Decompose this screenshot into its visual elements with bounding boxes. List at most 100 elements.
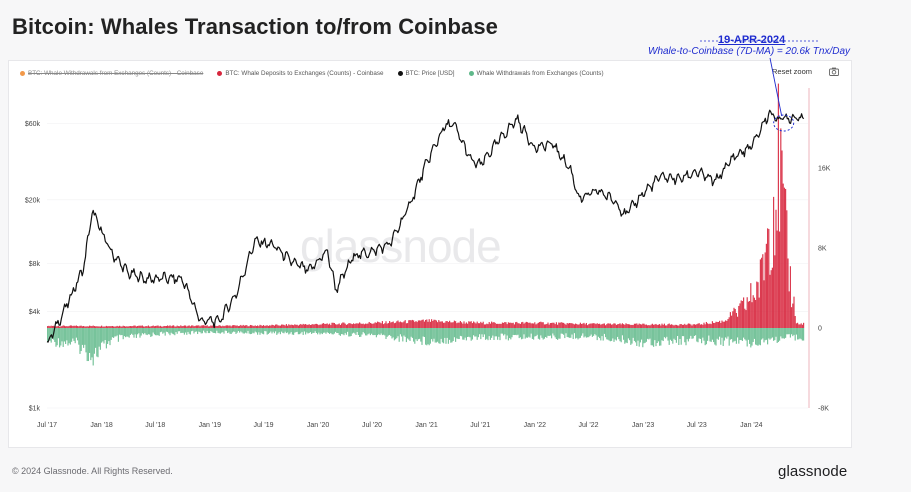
deposit-bar xyxy=(127,326,129,328)
deposit-bar xyxy=(678,325,680,328)
deposit-bar xyxy=(175,326,177,328)
withdrawal-bar xyxy=(234,328,236,332)
deposit-bar xyxy=(306,324,308,328)
withdrawal-bar xyxy=(480,328,482,340)
deposit-bar xyxy=(623,324,625,328)
deposit-bar xyxy=(207,326,209,328)
withdrawal-bar xyxy=(229,328,231,334)
camera-icon[interactable] xyxy=(829,67,839,76)
withdrawal-bar xyxy=(584,328,586,337)
deposit-bar xyxy=(419,320,421,328)
withdrawal-bar xyxy=(211,328,213,332)
deposit-bar xyxy=(397,320,399,328)
deposit-bar xyxy=(758,297,760,328)
withdrawal-bar xyxy=(797,328,799,340)
withdrawal-bar xyxy=(602,328,604,341)
deposit-bar xyxy=(221,326,223,328)
withdrawal-bar xyxy=(248,328,250,334)
withdrawal-bar xyxy=(469,328,471,338)
withdrawal-bar xyxy=(252,328,254,333)
withdrawal-bar xyxy=(408,328,410,340)
deposit-bar xyxy=(709,323,711,328)
withdrawal-bar xyxy=(155,328,157,336)
deposit-bar xyxy=(183,325,185,328)
deposit-bar xyxy=(572,323,574,328)
withdrawal-bar xyxy=(655,328,657,347)
footer-copyright: © 2024 Glassnode. All Rights Reserved. xyxy=(12,466,173,476)
deposit-bar xyxy=(253,326,255,328)
deposit-bar xyxy=(577,324,579,328)
withdrawal-bar xyxy=(743,328,745,338)
withdrawal-bar xyxy=(176,328,178,334)
deposit-bar xyxy=(570,323,572,328)
legend-item-coinbase-withdrawals[interactable]: BTC: Whale Withdrawals from Exchanges (C… xyxy=(20,70,203,77)
deposit-bar xyxy=(111,325,113,328)
withdrawal-bar xyxy=(756,328,758,346)
withdrawal-bar xyxy=(425,328,427,345)
deposit-bar xyxy=(794,316,796,328)
legend-item-whale-withdrawals[interactable]: Whale Withdrawals from Exchanges (Counts… xyxy=(468,70,604,77)
deposit-bar xyxy=(536,323,538,328)
deposit-bar xyxy=(110,326,112,328)
withdrawal-bar xyxy=(462,328,464,340)
withdrawal-bar xyxy=(285,328,287,334)
withdrawal-bar xyxy=(333,328,335,334)
withdrawal-bar xyxy=(126,328,128,337)
withdrawal-bar xyxy=(317,328,319,335)
deposit-bar xyxy=(176,325,178,328)
x-tick-label: Jan '19 xyxy=(199,422,221,429)
withdrawal-bar xyxy=(349,328,351,337)
withdrawal-bar xyxy=(715,328,717,346)
withdrawal-bar xyxy=(167,328,169,333)
withdrawal-bar xyxy=(336,328,338,334)
withdrawal-bar xyxy=(431,328,433,340)
withdrawal-bar xyxy=(61,328,63,342)
withdrawal-bar xyxy=(77,328,79,341)
deposit-bar xyxy=(542,322,544,328)
withdrawal-bar xyxy=(455,328,457,342)
withdrawal-bar xyxy=(533,328,535,340)
withdrawal-bar xyxy=(356,328,358,333)
deposit-bar xyxy=(330,325,332,328)
withdrawal-bar xyxy=(725,328,727,338)
deposit-bar xyxy=(287,325,289,328)
deposit-bar xyxy=(79,325,81,328)
deposit-bar xyxy=(662,324,664,328)
withdrawal-bar xyxy=(116,328,118,336)
deposit-bar xyxy=(333,322,335,328)
withdrawal-bar xyxy=(793,328,795,335)
deposit-bar xyxy=(335,324,337,328)
deposit-bar xyxy=(267,325,269,328)
annotation-arrow xyxy=(769,57,783,117)
legend-item-coinbase-deposits[interactable]: BTC: Whale Deposits to Exchanges (Counts… xyxy=(217,70,384,77)
deposit-bar xyxy=(289,325,291,328)
deposit-bar xyxy=(585,322,587,328)
reset-zoom-button[interactable]: Reset zoom xyxy=(772,67,813,76)
deposit-bar xyxy=(258,326,260,328)
deposit-bar xyxy=(138,325,140,328)
withdrawal-bar xyxy=(648,328,650,340)
deposit-bar xyxy=(485,324,487,328)
withdrawal-bar xyxy=(780,328,782,337)
deposit-bar xyxy=(393,323,395,328)
deposit-bar xyxy=(534,322,536,328)
withdrawal-bar xyxy=(270,328,272,332)
withdrawal-bar xyxy=(575,328,577,339)
deposit-bar xyxy=(414,322,416,328)
deposit-bar xyxy=(564,323,566,328)
legend-item-btc-price[interactable]: BTC: Price [USD] xyxy=(397,70,455,77)
withdrawal-bar xyxy=(341,328,343,335)
withdrawal-bar xyxy=(407,328,409,339)
withdrawal-bar xyxy=(540,328,542,336)
withdrawal-bar xyxy=(187,328,189,332)
withdrawal-bar xyxy=(786,328,788,335)
withdrawal-bar xyxy=(789,328,791,338)
withdrawal-bar xyxy=(289,328,291,334)
deposit-bar xyxy=(331,322,333,328)
withdrawal-bar xyxy=(134,328,136,335)
withdrawal-bar xyxy=(548,328,550,337)
deposit-bar xyxy=(615,324,617,328)
deposit-bar xyxy=(684,323,686,328)
withdrawal-bar xyxy=(410,328,412,337)
deposit-bar xyxy=(749,300,751,328)
